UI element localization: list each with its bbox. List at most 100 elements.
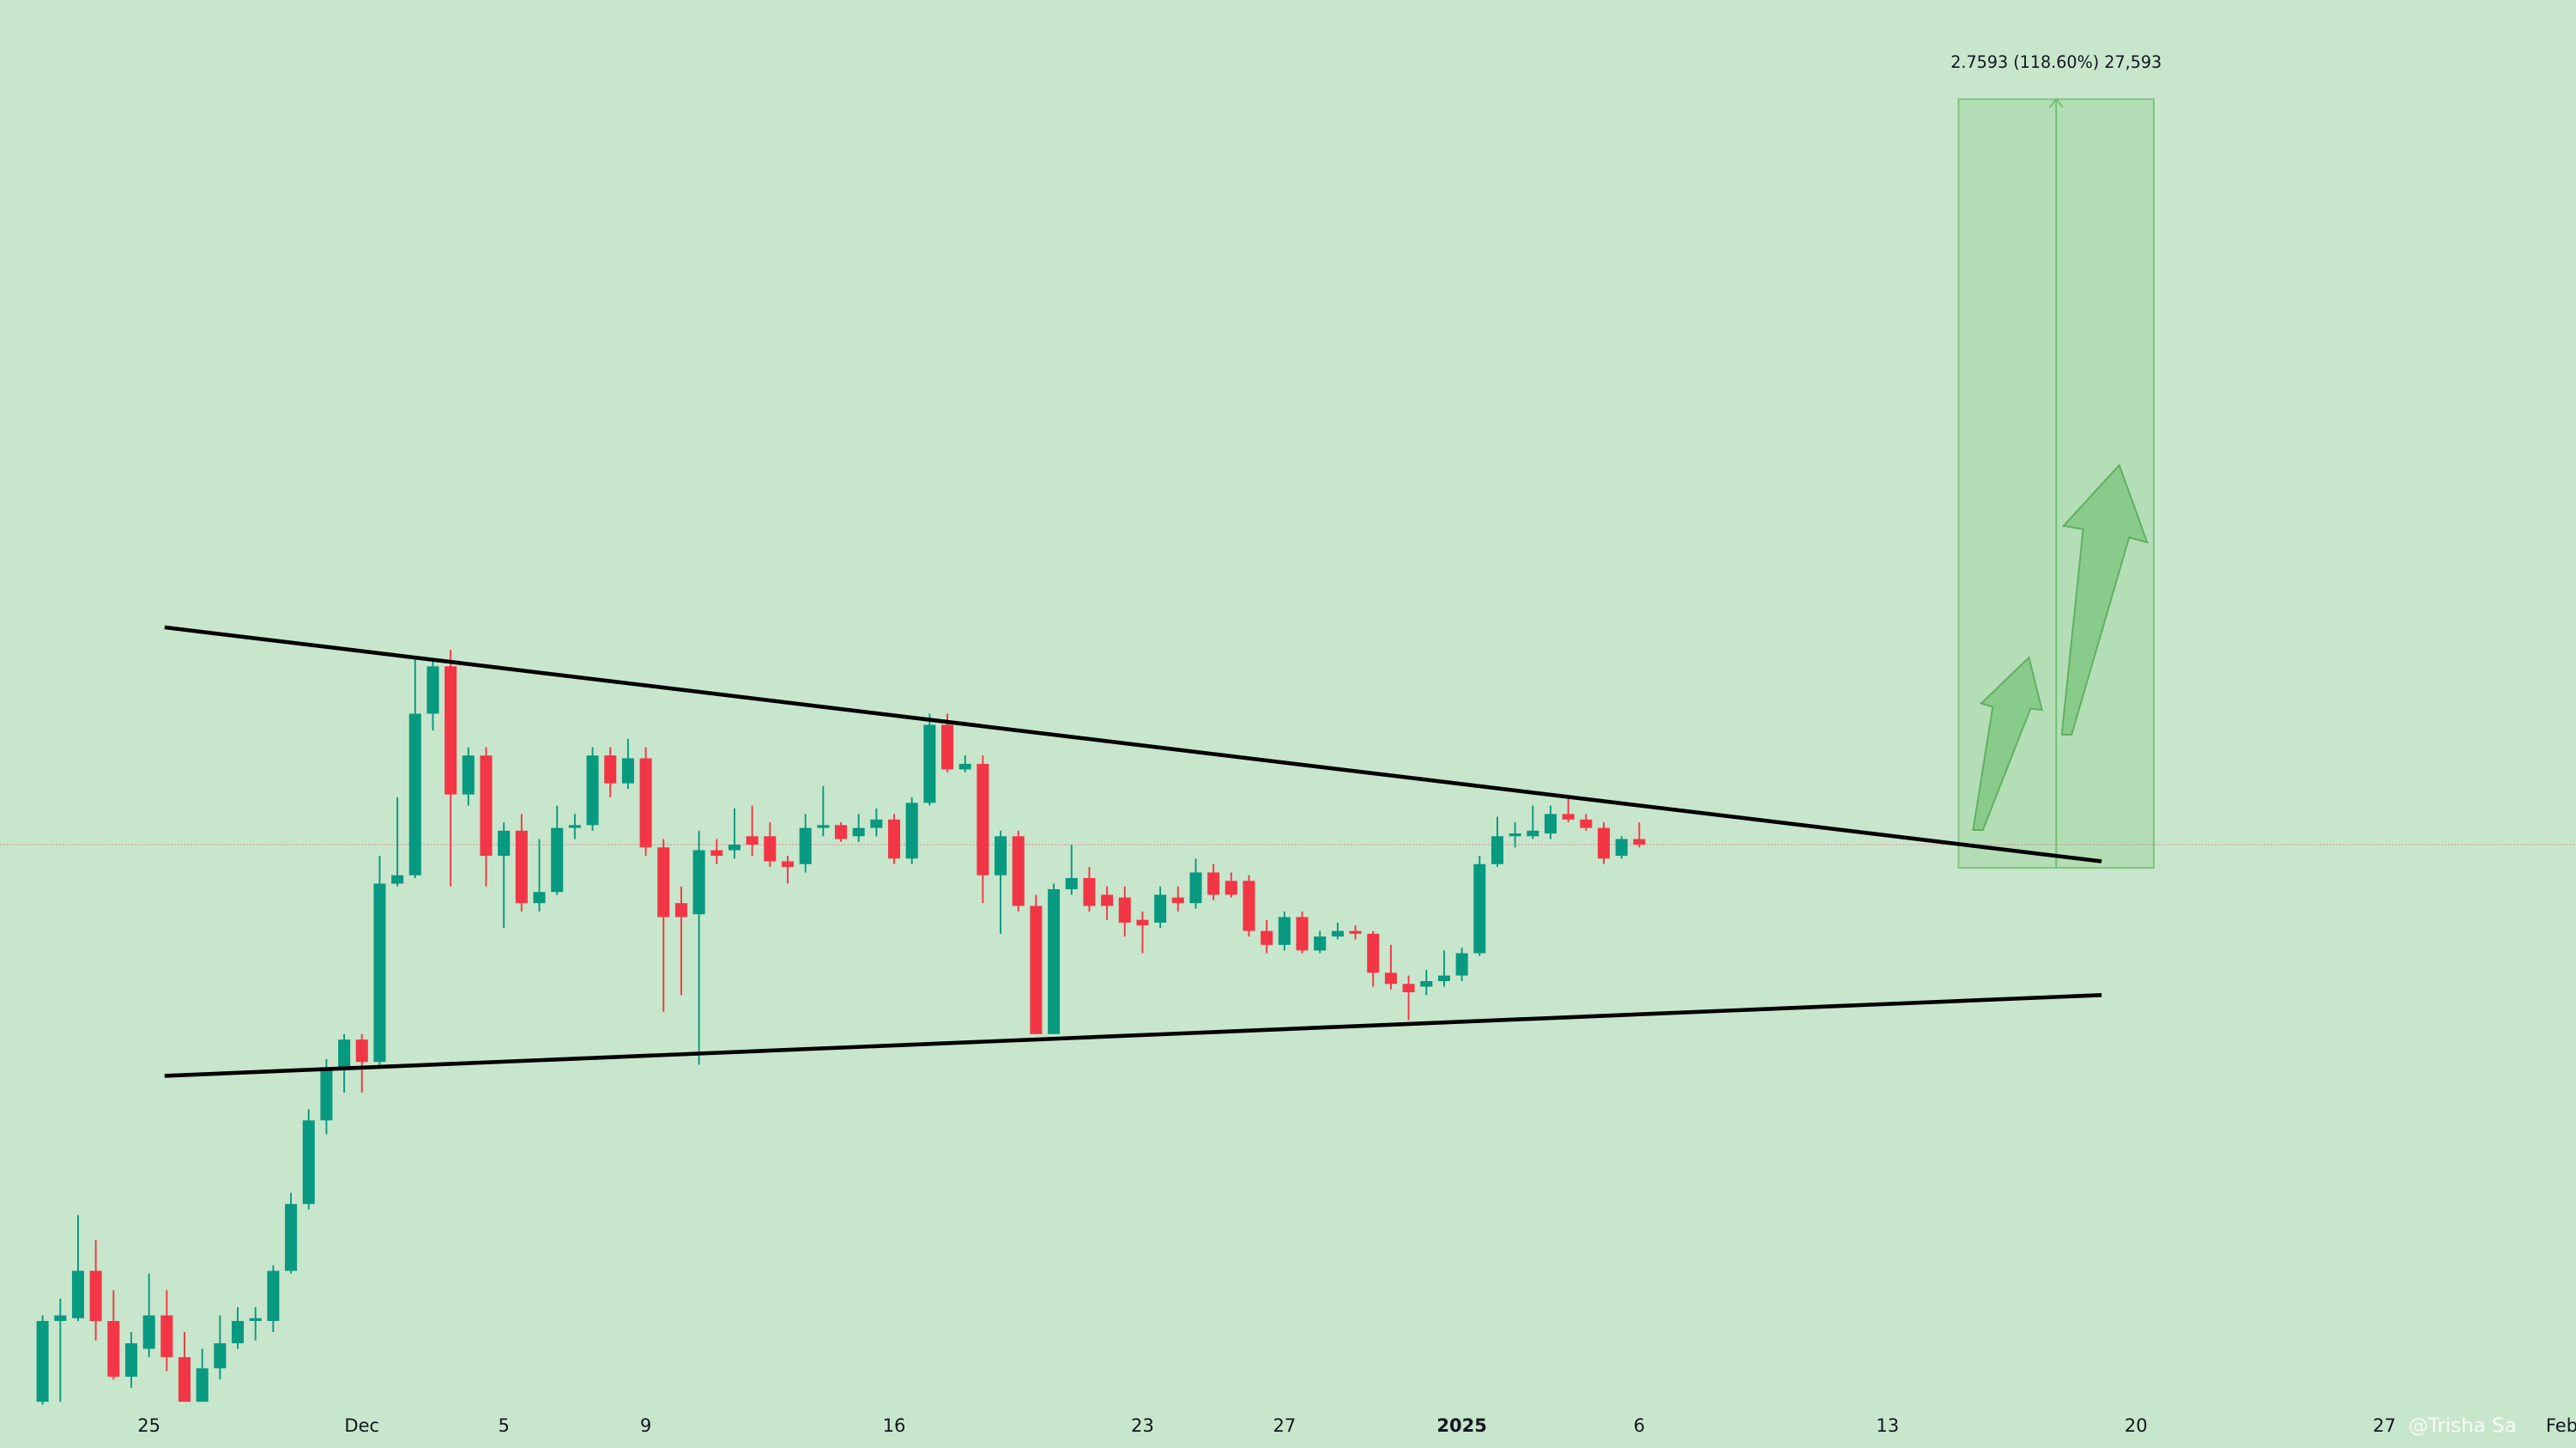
candle-body <box>905 803 918 859</box>
candle-body <box>1189 872 1202 904</box>
candle-body <box>1473 863 1486 954</box>
watermark: @Trisha Sa <box>2409 1415 2517 1438</box>
trendline <box>164 625 2102 863</box>
candle-body <box>1207 872 1220 895</box>
candle-body <box>1544 814 1557 834</box>
candle-body <box>781 861 794 867</box>
candle-body <box>302 1120 315 1204</box>
candle-body <box>1136 919 1149 926</box>
candle-body <box>657 847 670 918</box>
measure-label: 2.7593 (118.60%) 27,593 <box>1950 52 2162 72</box>
candle-body <box>1225 881 1237 895</box>
candle-body <box>568 825 581 828</box>
x-tick-label: 25 <box>137 1415 160 1436</box>
candle-body <box>1030 906 1043 1034</box>
x-tick-label: 16 <box>883 1415 906 1436</box>
candle-body <box>817 825 830 828</box>
candle-body <box>498 830 511 857</box>
x-tick-label: 6 <box>1634 1415 1645 1436</box>
candle-body <box>1420 981 1433 987</box>
candle-body <box>320 1067 333 1121</box>
candle-body <box>586 755 599 826</box>
candle-body <box>444 666 457 795</box>
candle-body <box>462 755 475 795</box>
candle-body <box>1402 984 1415 993</box>
x-tick-label: 9 <box>640 1415 651 1436</box>
candle-body <box>1261 930 1273 945</box>
candle-body <box>1331 930 1344 937</box>
candle-body <box>621 758 634 784</box>
candle-body <box>1615 839 1628 857</box>
candle-body <box>923 724 936 803</box>
candle-body <box>285 1203 298 1271</box>
candle-body <box>1455 953 1468 976</box>
candle-body <box>267 1270 280 1322</box>
candle-body <box>1243 881 1255 931</box>
candle-body <box>178 1357 191 1403</box>
candle-body <box>124 1342 138 1377</box>
candle-body <box>1580 819 1593 828</box>
small-arrow <box>1972 656 2044 831</box>
candle-body <box>1437 975 1450 982</box>
candle-body <box>1597 827 1611 859</box>
candle-body <box>214 1342 227 1369</box>
candle-body <box>355 1039 368 1063</box>
candle-body <box>1118 897 1131 923</box>
trendline <box>164 992 2102 1078</box>
candle-body <box>799 827 812 864</box>
candle-body <box>54 1315 67 1322</box>
candle-body <box>1101 894 1114 906</box>
candle-body <box>711 850 723 857</box>
candle-body <box>1562 814 1575 820</box>
candle-body <box>1171 897 1184 904</box>
candle-body <box>196 1368 209 1403</box>
candle-body <box>107 1321 120 1377</box>
candle-body <box>674 903 687 918</box>
candle-body <box>941 724 954 770</box>
measure-layer: 2.7593 (118.60%) 27,593 <box>1950 52 2162 869</box>
candle-body <box>391 875 404 884</box>
x-tick-label: Feb <box>2546 1415 2576 1436</box>
candle-body <box>338 1039 351 1068</box>
candle-body <box>1065 877 1078 889</box>
candle-body <box>995 836 1007 875</box>
candle-body <box>692 850 705 915</box>
candle-body <box>142 1315 155 1349</box>
candle-body <box>852 827 865 837</box>
candle-body <box>1314 936 1327 951</box>
candle-body <box>870 819 883 828</box>
candle-body <box>36 1321 49 1403</box>
big-arrow <box>2060 463 2149 736</box>
candle-body <box>1012 836 1025 906</box>
candle-body <box>958 763 971 770</box>
candle-body <box>232 1321 245 1343</box>
candle-body <box>764 836 777 862</box>
x-tick-label: Dec <box>344 1415 379 1436</box>
candle-body <box>1509 833 1521 837</box>
candle-body <box>604 755 617 784</box>
measure-arrowhead <box>2048 98 2064 108</box>
candle-body <box>1633 839 1646 845</box>
candle-body <box>1527 830 1539 837</box>
x-tick-label: 13 <box>1876 1415 1899 1436</box>
candle-body <box>1278 917 1291 945</box>
candle-body <box>426 666 439 714</box>
x-tick-label: 2025 <box>1436 1415 1487 1436</box>
candle-body <box>480 755 493 857</box>
candle-body <box>1154 894 1167 923</box>
candles <box>36 649 1646 1405</box>
candle-body <box>1367 933 1380 973</box>
x-tick-label: 27 <box>1273 1415 1296 1436</box>
x-axis: 25 Dec 5 9 16 23 27 2025 6 13 20 27 Feb <box>137 1415 2576 1436</box>
trendlines <box>164 625 2102 1078</box>
candle-body <box>160 1315 173 1358</box>
candle-body <box>1083 877 1096 906</box>
candle-body <box>1349 930 1362 934</box>
candle-body <box>977 763 989 875</box>
candle-body <box>728 845 741 851</box>
candle-body <box>1384 972 1397 985</box>
x-tick-label: 23 <box>1131 1415 1154 1436</box>
candle-body <box>515 830 528 904</box>
